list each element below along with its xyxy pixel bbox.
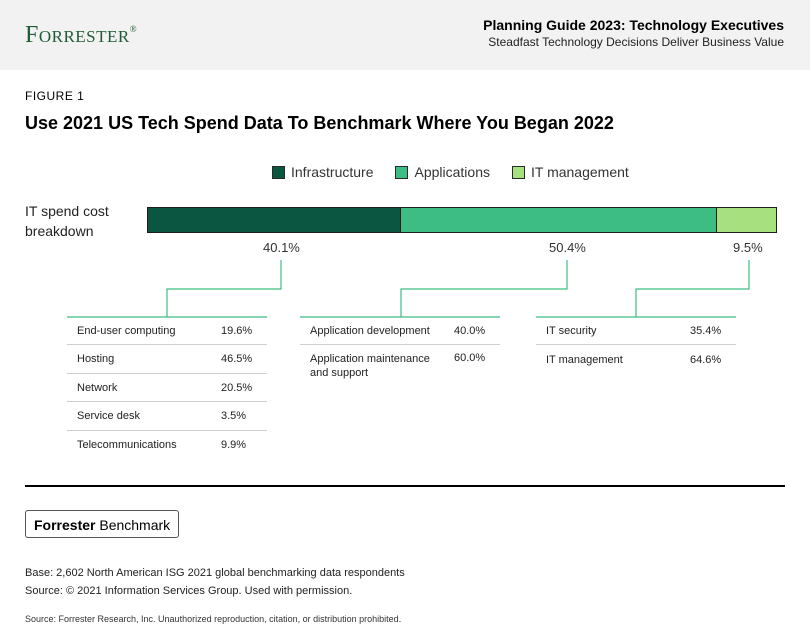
infrastructure-breakdown-table: End-user computing 19.6% Hosting 46.5% N… (67, 317, 267, 459)
legend-item-infrastructure: Infrastructure (272, 164, 373, 180)
row-name-line-2: and support (310, 367, 369, 379)
forrester-logo: Forrester® (25, 22, 138, 48)
row-name-line-1: Application maintenance (310, 353, 430, 365)
row-value: 46.5% (221, 353, 253, 365)
copyright-note: Source: Forrester Research, Inc. Unautho… (25, 614, 402, 624)
row-value: 19.6% (221, 324, 253, 337)
figure-title: Use 2021 US Tech Spend Data To Benchmark… (25, 113, 614, 133)
table-row: Application maintenance and support 60.0… (300, 345, 500, 387)
legend-label-infrastructure: Infrastructure (291, 164, 374, 180)
page-header: Forrester® Planning Guide 2023: Technolo… (0, 0, 810, 70)
row-value: 35.4% (690, 324, 722, 337)
row-name: Telecommunications (77, 439, 177, 451)
legend-swatch-infrastructure (272, 165, 285, 179)
row-value: 64.6% (690, 353, 722, 366)
row-name: End-user computing (77, 324, 176, 337)
benchmark-brand: Forrester (34, 517, 96, 533)
legend-swatch-applications (395, 165, 409, 179)
benchmark-text: Benchmark (99, 517, 171, 533)
report-subtitle: Steadfast Technology Decisions Deliver B… (488, 35, 784, 49)
legend-label-it-management: IT management (530, 164, 629, 180)
table-row: Telecommunications 9.9% (67, 431, 267, 459)
percent-label-infrastructure: 40.1% (263, 240, 300, 255)
it-management-breakdown-table: IT security 35.4% IT management 64.6% (536, 317, 736, 374)
stacked-bar (147, 207, 777, 233)
applications-breakdown-table: Application development 40.0% Applicatio… (300, 317, 500, 387)
forrester-benchmark-badge: Forrester Benchmark (25, 510, 180, 538)
table-row: Hosting 46.5% (67, 345, 267, 374)
row-name: Application development (310, 324, 430, 337)
legend-label-applications: Applications (414, 164, 490, 180)
bar-category-label-line-2: breakdown (25, 223, 94, 239)
legend-swatch-it-management (511, 165, 525, 179)
row-name: Service desk (77, 410, 140, 422)
bar-category-label: IT spend cost breakdown (25, 201, 135, 241)
bar-segment-infrastructure (148, 208, 400, 232)
percent-label-applications: 50.4% (549, 240, 586, 255)
table-row: End-user computing 19.6% (67, 317, 267, 345)
row-name: IT management (546, 353, 623, 366)
row-value: 9.9% (221, 439, 247, 451)
row-value: 3.5% (221, 410, 247, 422)
row-name: Hosting (77, 353, 115, 365)
connector-infrastructure (67, 260, 282, 318)
row-name: Network (77, 381, 118, 394)
row-name: Application maintenance and support (300, 352, 454, 380)
row-value: 40.0% (454, 324, 486, 337)
source-note: Source: © 2021 Information Services Grou… (25, 585, 353, 597)
base-note: Base: 2,602 North American ISG 2021 glob… (25, 567, 405, 579)
table-row: IT management 64.6% (536, 345, 736, 374)
bar-segment-applications (399, 208, 717, 232)
bar-segment-it-management (716, 208, 776, 232)
row-value: 20.5% (221, 381, 253, 394)
percent-label-it-management: 9.5% (733, 240, 763, 255)
chart-legend: Infrastructure Applications IT managemen… (272, 164, 651, 180)
table-row: Application development 40.0% (300, 317, 500, 345)
connector-applications (300, 260, 568, 318)
row-value: 60.0% (454, 352, 486, 364)
section-divider (25, 485, 785, 487)
table-row: IT security 35.4% (536, 317, 736, 345)
legend-item-it-management: IT management (511, 164, 629, 180)
bar-category-label-line-1: IT spend cost (25, 203, 109, 219)
row-name: IT security (546, 324, 597, 337)
report-title: Planning Guide 2023: Technology Executiv… (483, 17, 784, 33)
table-row: Network 20.5% (67, 374, 267, 402)
figure-label: FIGURE 1 (25, 89, 85, 103)
table-row: Service desk 3.5% (67, 402, 267, 431)
legend-item-applications: Applications (395, 164, 490, 180)
connector-it-management (536, 260, 750, 318)
